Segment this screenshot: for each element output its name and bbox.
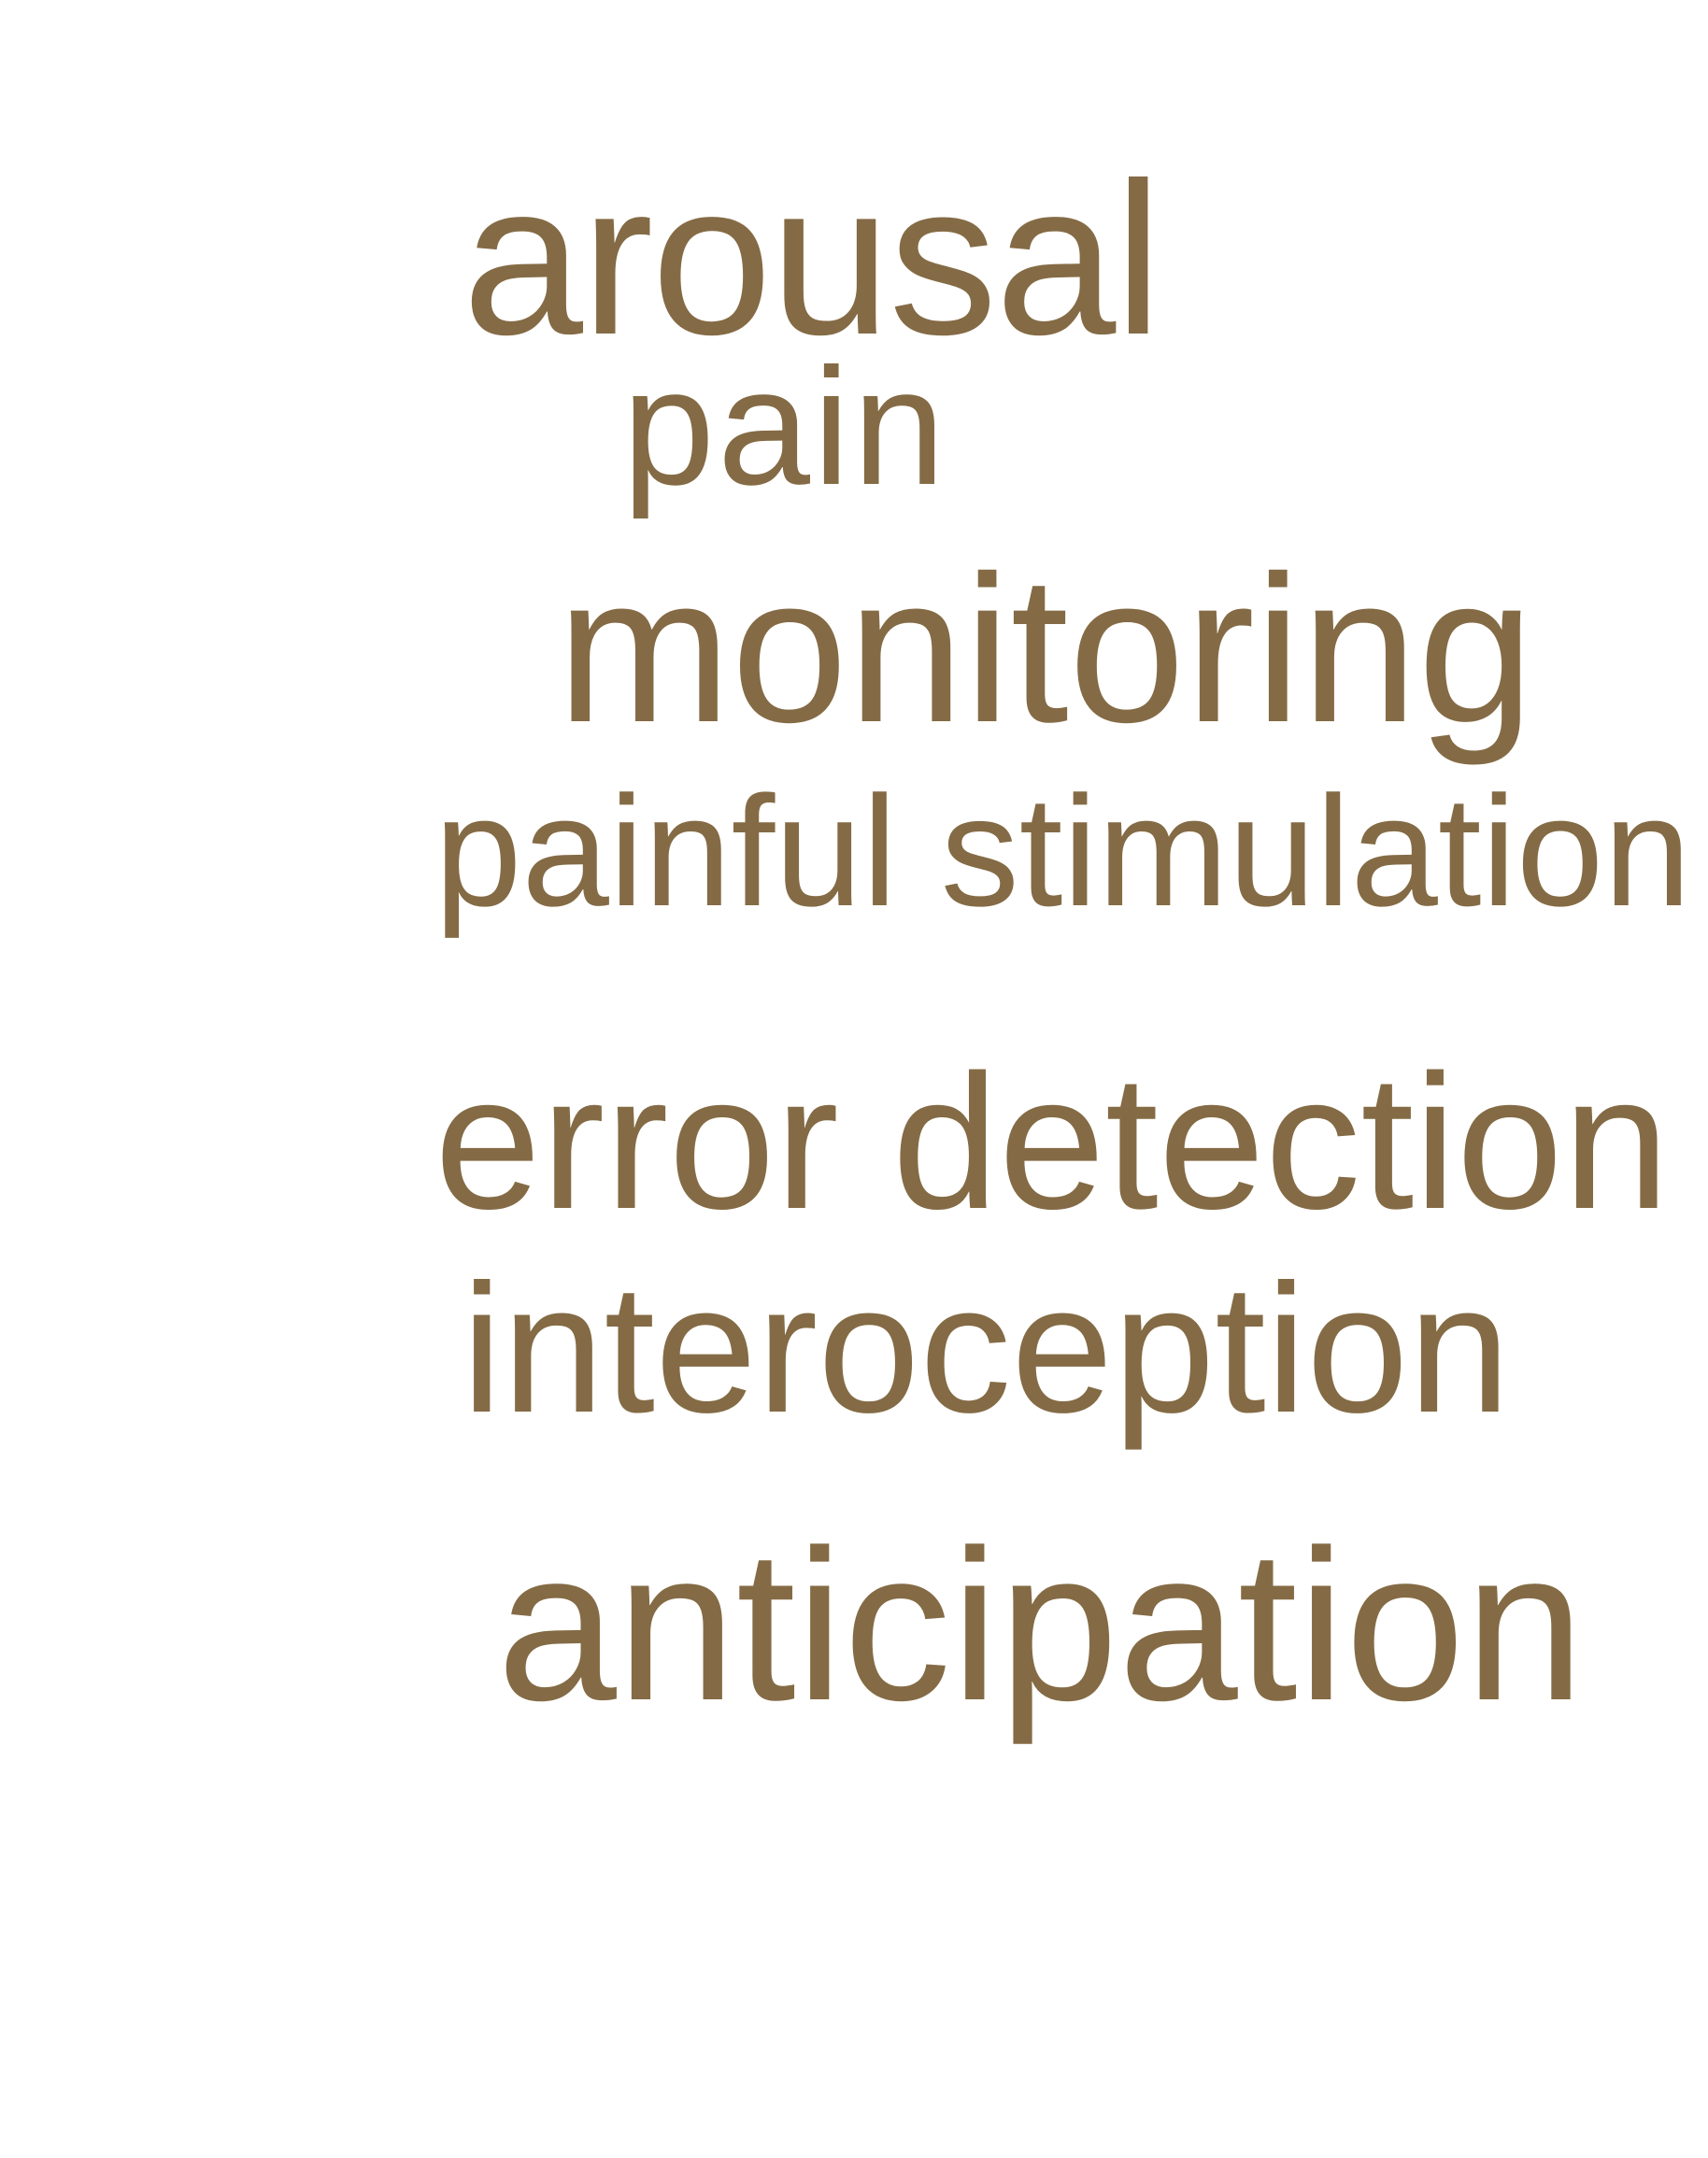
word-pain: pain (622, 334, 948, 519)
word-interoception: interoception (462, 1246, 1511, 1451)
word-painful-stimulation: painful stimulation (434, 763, 1691, 939)
word-error-detection: error detection (434, 1035, 1670, 1249)
word-arousal: arousal (463, 138, 1162, 380)
word-monitoring: monitoring (557, 532, 1534, 766)
word-anticipation: anticipation (497, 1505, 1585, 1745)
